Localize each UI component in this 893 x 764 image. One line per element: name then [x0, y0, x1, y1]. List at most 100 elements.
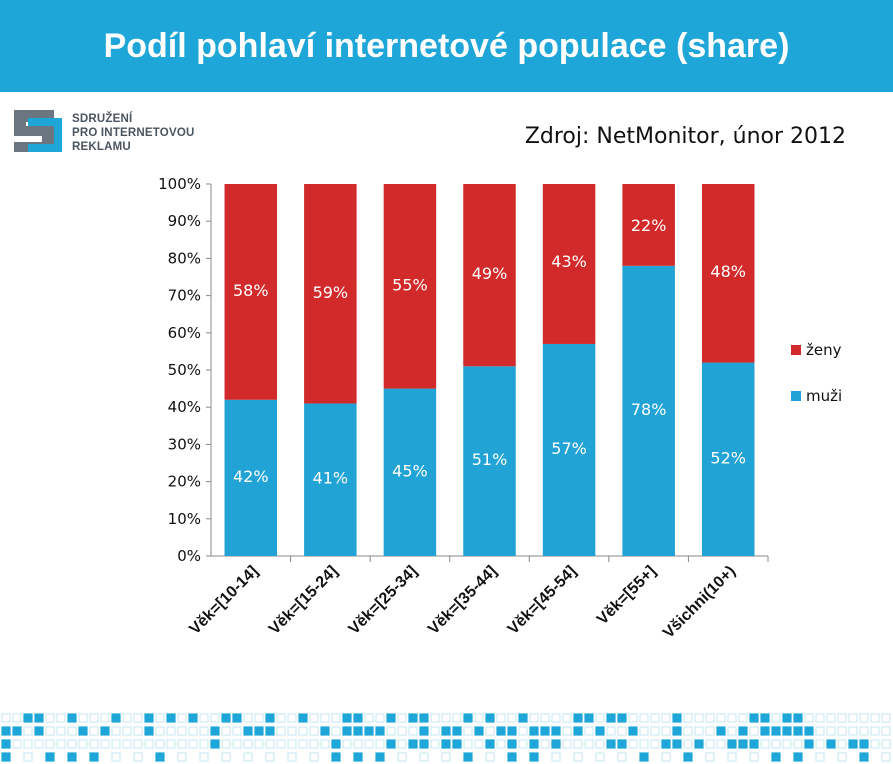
footer-square — [507, 752, 517, 762]
footer-square — [848, 739, 858, 749]
footer-square — [551, 713, 561, 723]
footer-square — [650, 713, 660, 723]
footer-square — [188, 739, 198, 749]
logo: SDRUŽENÍ PRO INTERNETOVOU REKLAMU — [14, 108, 214, 164]
footer-square — [386, 713, 396, 723]
footer-square — [309, 713, 319, 723]
x-category-label: Všichni(10+) — [660, 563, 739, 642]
y-tick-label: 90% — [168, 212, 201, 230]
footer-square — [12, 739, 22, 749]
footer-square — [430, 726, 440, 736]
bar-zeny — [383, 184, 437, 389]
logo-line: REKLAMU — [72, 141, 131, 153]
footer-square — [375, 726, 385, 736]
footer-square — [133, 752, 143, 762]
footer-square — [89, 726, 99, 736]
footer-square — [650, 726, 660, 736]
footer-square — [34, 726, 44, 736]
y-tick-label: 20% — [168, 473, 201, 491]
footer-square — [804, 726, 814, 736]
footer-square — [485, 726, 495, 736]
footer-square — [848, 726, 858, 736]
footer-square — [133, 713, 143, 723]
footer-square — [441, 739, 451, 749]
footer-square — [639, 713, 649, 723]
footer-square — [793, 713, 803, 723]
footer-square — [837, 752, 847, 762]
footer-square — [177, 713, 187, 723]
footer-square — [375, 752, 385, 762]
footer-square — [364, 739, 374, 749]
footer-square — [287, 713, 297, 723]
footer-square — [738, 739, 748, 749]
footer-square — [595, 713, 605, 723]
footer-square — [221, 739, 231, 749]
footer-square — [177, 739, 187, 749]
footer-square — [144, 713, 154, 723]
footer-square — [166, 713, 176, 723]
footer-square — [617, 752, 627, 762]
footer-square — [23, 739, 33, 749]
footer-square — [661, 739, 671, 749]
footer-square — [749, 713, 759, 723]
footer-square — [727, 752, 737, 762]
footer-square — [782, 739, 792, 749]
footer-square — [89, 752, 99, 762]
footer-square — [881, 739, 891, 749]
footer-square — [56, 726, 66, 736]
footer-square — [529, 726, 539, 736]
footer-square — [859, 752, 869, 762]
y-tick-label: 50% — [168, 361, 201, 379]
footer-square — [144, 726, 154, 736]
footer-square — [815, 726, 825, 736]
footer-square — [672, 739, 682, 749]
footer-square — [254, 713, 264, 723]
footer-square — [243, 713, 253, 723]
footer-square — [67, 713, 77, 723]
footer-square — [826, 713, 836, 723]
footer-square — [45, 739, 55, 749]
footer-square — [573, 752, 583, 762]
footer-square — [386, 726, 396, 736]
footer-square — [859, 726, 869, 736]
footer-square — [199, 713, 209, 723]
footer-square — [474, 739, 484, 749]
footer-square — [78, 713, 88, 723]
footer-square — [507, 713, 517, 723]
footer-square — [848, 713, 858, 723]
footer-square — [485, 739, 495, 749]
footer-square — [320, 739, 330, 749]
footer-square — [705, 713, 715, 723]
footer-square — [606, 713, 616, 723]
footer-square — [122, 726, 132, 736]
footer-square — [826, 739, 836, 749]
footer-square — [133, 726, 143, 736]
footer-square — [320, 726, 330, 736]
footer-square — [1, 739, 11, 749]
footer-square — [782, 713, 792, 723]
footer-square — [353, 726, 363, 736]
footer-square — [408, 713, 418, 723]
footer-square — [474, 726, 484, 736]
legend-zeny-swatch — [791, 345, 801, 355]
logo-line: SDRUŽENÍ — [72, 113, 133, 125]
footer-square — [496, 713, 506, 723]
footer-square — [870, 726, 880, 736]
bar-muzi — [304, 403, 357, 556]
footer-square — [144, 739, 154, 749]
footer-square — [749, 726, 759, 736]
footer-square — [518, 713, 528, 723]
footer-square — [727, 713, 737, 723]
footer-square — [397, 752, 407, 762]
bar-muzi — [701, 362, 755, 556]
x-category-label: Věk=[15-24] — [266, 563, 341, 638]
footer-square — [815, 713, 825, 723]
footer-square — [265, 726, 275, 736]
footer-square — [628, 739, 638, 749]
footer-square — [760, 739, 770, 749]
data-label: 55% — [392, 275, 428, 294]
footer-square — [826, 726, 836, 736]
footer-square — [837, 739, 847, 749]
footer-square — [441, 713, 451, 723]
data-label: 58% — [233, 281, 269, 300]
